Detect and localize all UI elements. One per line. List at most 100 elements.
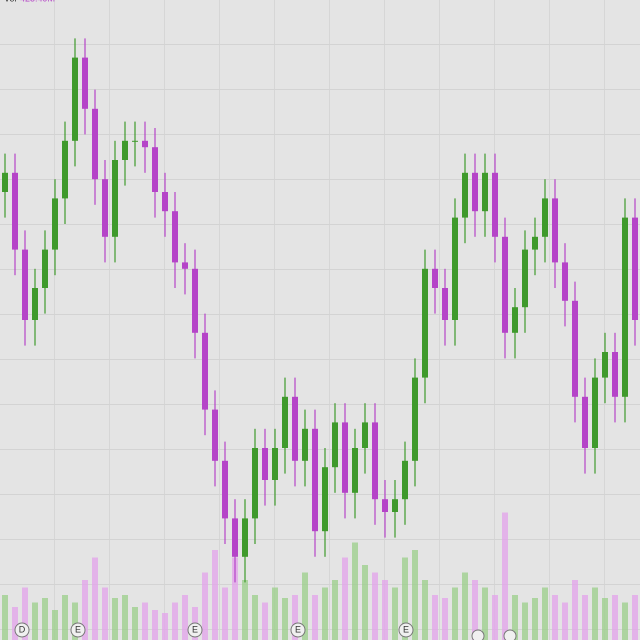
candle-body bbox=[342, 422, 348, 493]
candle-body bbox=[82, 57, 88, 109]
candle-body bbox=[12, 172, 18, 250]
volume-bar bbox=[612, 595, 618, 640]
volume-bar bbox=[582, 595, 588, 640]
event-label: D bbox=[19, 624, 26, 634]
volume-bar bbox=[332, 580, 338, 640]
volume-bar bbox=[432, 595, 438, 640]
candle-body bbox=[622, 217, 628, 397]
volume-bar bbox=[292, 595, 298, 640]
candle-body bbox=[222, 460, 228, 519]
volume-bar bbox=[252, 595, 258, 640]
volume-bar bbox=[532, 598, 538, 640]
volume-bar bbox=[382, 580, 388, 640]
volume-bar bbox=[182, 595, 188, 640]
candle-body bbox=[232, 518, 238, 557]
volume-bar bbox=[212, 550, 218, 640]
volume-bar bbox=[402, 557, 408, 640]
candle-body bbox=[242, 518, 248, 557]
candle-body bbox=[192, 268, 198, 333]
candle-body bbox=[442, 288, 448, 320]
volume-bar bbox=[302, 572, 308, 640]
volume-bar bbox=[322, 587, 328, 640]
candle-body bbox=[122, 140, 128, 160]
volume-label: Vol bbox=[4, 0, 17, 3]
candle-body bbox=[162, 192, 168, 212]
volume-bar bbox=[282, 598, 288, 640]
candle-body bbox=[42, 249, 48, 288]
candle-body bbox=[252, 448, 258, 519]
candle-body bbox=[402, 460, 408, 500]
volume-bar bbox=[172, 602, 178, 640]
candle-body bbox=[412, 377, 418, 461]
candle-body bbox=[152, 147, 158, 192]
candle-body bbox=[312, 428, 318, 532]
volume-bar bbox=[512, 595, 518, 640]
volume-bar bbox=[132, 607, 138, 640]
candle-body bbox=[472, 172, 478, 212]
volume-bar bbox=[22, 587, 28, 640]
candle-body bbox=[432, 268, 438, 288]
volume-bar bbox=[232, 557, 238, 640]
candle-body bbox=[262, 448, 268, 480]
volume-bar bbox=[62, 595, 68, 640]
candle-body bbox=[302, 428, 308, 461]
candle-body bbox=[72, 57, 78, 141]
volume-bar bbox=[52, 610, 58, 640]
volume-bar bbox=[202, 572, 208, 640]
volume-bar bbox=[92, 557, 98, 640]
volume-bar bbox=[2, 595, 8, 640]
candle-body bbox=[202, 332, 208, 410]
volume-bar bbox=[412, 550, 418, 640]
event-marker bbox=[503, 629, 517, 640]
event-marker bbox=[70, 622, 86, 638]
candle-body bbox=[522, 249, 528, 308]
volume-bar bbox=[162, 613, 168, 640]
candle-body bbox=[322, 467, 328, 532]
volume-bar bbox=[242, 580, 248, 640]
volume-bar bbox=[362, 565, 368, 640]
volume-bar bbox=[462, 572, 468, 640]
candle-body bbox=[452, 217, 458, 320]
candle-body bbox=[492, 172, 498, 237]
volume-bar bbox=[102, 587, 108, 640]
volume-bar bbox=[632, 595, 638, 640]
candle-body bbox=[112, 160, 118, 237]
candle-body bbox=[582, 396, 588, 448]
candle-body bbox=[382, 499, 388, 512]
volume-bar bbox=[32, 602, 38, 640]
event-label: E bbox=[295, 624, 301, 634]
volume-bar bbox=[592, 587, 598, 640]
volume-bar bbox=[542, 587, 548, 640]
volume-bar bbox=[492, 595, 498, 640]
candle-body bbox=[142, 140, 148, 148]
candle-body bbox=[462, 172, 468, 218]
candle-body bbox=[482, 172, 488, 212]
event-marker bbox=[187, 622, 203, 638]
candle-body bbox=[362, 422, 368, 448]
volume-bar bbox=[392, 587, 398, 640]
volume-bar bbox=[112, 598, 118, 640]
volume-bar bbox=[122, 595, 128, 640]
candle-body bbox=[172, 211, 178, 263]
volume-bar bbox=[442, 598, 448, 640]
candle-body bbox=[132, 140, 138, 142]
candle-body bbox=[62, 140, 68, 199]
volume-bar bbox=[352, 542, 358, 640]
candle-body bbox=[2, 172, 8, 192]
volume-bar bbox=[262, 602, 268, 640]
volume-bar bbox=[372, 572, 378, 640]
candle-body bbox=[372, 422, 378, 500]
candle-body bbox=[292, 396, 298, 461]
volume-bar bbox=[222, 587, 228, 640]
candle-body bbox=[552, 198, 558, 263]
candle-body bbox=[632, 217, 638, 320]
volume-bar bbox=[522, 602, 528, 640]
volume-bar bbox=[272, 587, 278, 640]
candle-body bbox=[212, 409, 218, 461]
candle-body bbox=[422, 268, 428, 378]
candle-body bbox=[32, 288, 38, 320]
volume-bar bbox=[572, 580, 578, 640]
candle-body bbox=[502, 236, 508, 333]
candle-body bbox=[612, 352, 618, 397]
